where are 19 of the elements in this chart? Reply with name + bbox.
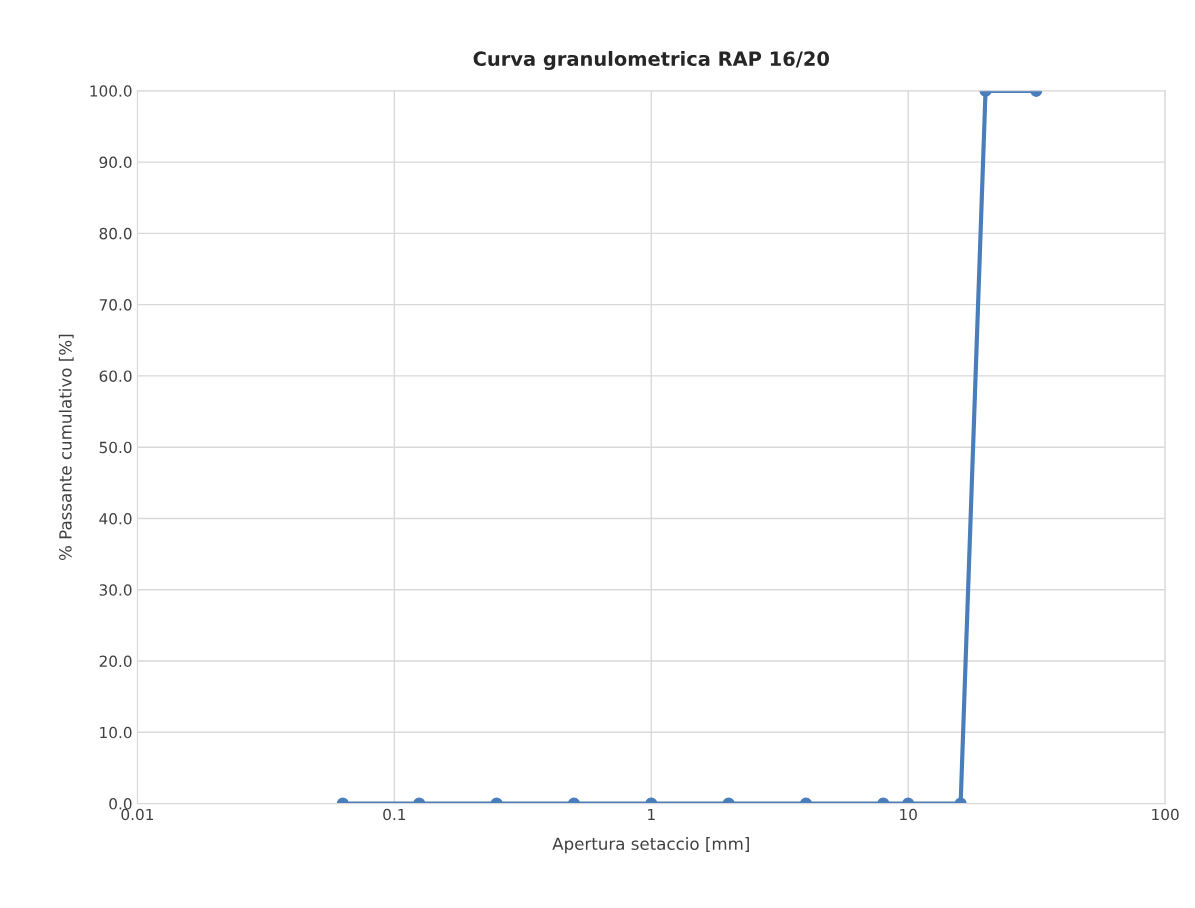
y-tick-label: 10.0 [100,726,132,739]
y-tick-label: 20.0 [99,655,132,668]
y-tick-label: 80.0 [99,227,132,240]
chart-title: Curva granulometrica RAP 16/20 [473,51,829,70]
y-tick-label: 50.0 [99,441,132,454]
y-tick-label: 70.0 [99,299,132,311]
y-axis-title: % Passante cumulativo [%] [58,334,74,561]
x-tick-label: 1 [648,808,655,821]
y-tick-label: 100.0 [90,85,132,97]
y-tick-label: 30.0 [99,584,132,596]
y-tick-label: 0.0 [109,798,132,810]
y-tick-label: 90.0 [99,156,132,169]
y-tick-label: 60.0 [99,370,132,382]
x-tick-label: 100 [1152,808,1179,821]
y-tick-label: 40.0 [99,512,132,525]
x-tick-label: 0.01 [121,808,154,821]
x-axis-title: Apertura setaccio [mm] [552,837,749,854]
x-tick-label: 0.1 [383,808,406,821]
x-tick-label: 10 [900,808,917,821]
